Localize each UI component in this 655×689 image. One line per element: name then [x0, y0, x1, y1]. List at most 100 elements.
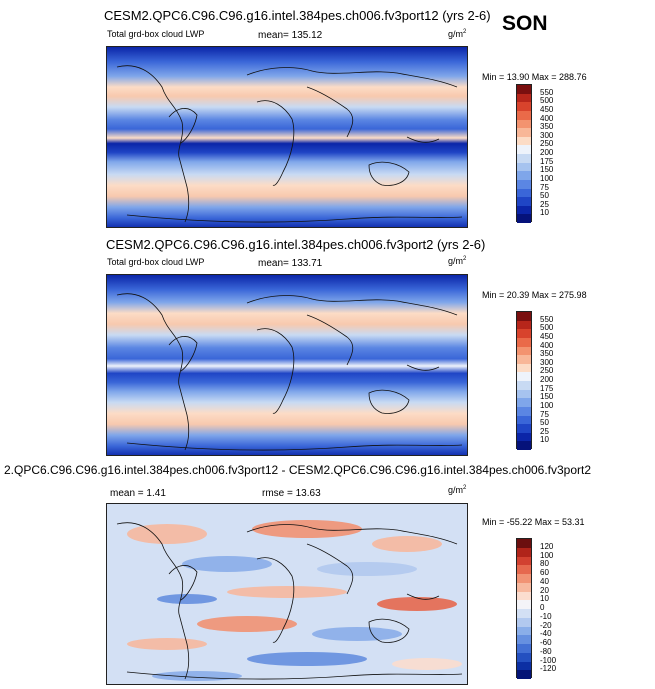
colorbar-label: 300 [540, 357, 554, 367]
colorbar-swatch [517, 539, 531, 548]
panel3-units: g/m2 [448, 485, 467, 495]
colorbar-label: 350 [540, 122, 554, 132]
colorbar-label: 400 [540, 340, 554, 350]
colorbar-label: 0 [540, 603, 545, 612]
panel1-variable: Total grd-box cloud LWP [107, 29, 205, 39]
colorbar-swatch [517, 652, 531, 662]
panel1-colorbar [516, 84, 532, 223]
colorbar-label: 10 [540, 435, 549, 445]
colorbar-label: 550 [540, 314, 554, 324]
colorbar-swatch [517, 626, 531, 636]
panel2-min-max: Min = 20.39 Max = 275.98 [482, 290, 587, 300]
colorbar-swatch [517, 432, 531, 442]
colorbar-label: -120 [540, 664, 557, 674]
colorbar-swatch [517, 644, 531, 653]
colorbar-swatch [517, 110, 531, 120]
colorbar-label: 80 [540, 559, 549, 569]
colorbar-label: 100 [540, 400, 554, 410]
panel3-mean: mean = 1.41 [110, 488, 166, 499]
colorbar-label: 25 [540, 426, 549, 436]
colorbar-swatch [517, 346, 531, 356]
panel3-colorbar [516, 538, 532, 679]
colorbar-label: 200 [540, 148, 554, 157]
colorbar-label: 500 [540, 323, 554, 333]
colorbar-swatch [517, 85, 531, 94]
panel2-contour-plot [107, 275, 467, 455]
colorbar-label: -10 [540, 611, 552, 621]
colorbar-label: 75 [540, 182, 549, 192]
colorbar-label: -60 [540, 638, 552, 647]
colorbar-label: 75 [540, 409, 549, 419]
colorbar-swatch [517, 582, 531, 592]
panel2-colorbar [516, 311, 532, 450]
colorbar-swatch [517, 565, 531, 574]
colorbar-label: 400 [540, 113, 554, 123]
colorbar-swatch [517, 171, 531, 180]
colorbar-label: -20 [540, 620, 552, 630]
colorbar-swatch [517, 145, 531, 154]
colorbar-label: 25 [540, 199, 549, 209]
colorbar-label: 40 [540, 576, 549, 586]
colorbar-label: 500 [540, 96, 554, 106]
colorbar-label: 10 [540, 208, 549, 218]
colorbar-label: 175 [540, 383, 554, 393]
colorbar-swatch [517, 320, 531, 330]
panel3-anomaly-patches [127, 520, 462, 681]
panel2-variable: Total grd-box cloud LWP [107, 257, 205, 267]
colorbar-swatch [517, 617, 531, 627]
colorbar-swatch [517, 179, 531, 189]
season-label: SON [502, 12, 548, 35]
colorbar-label: 150 [540, 392, 554, 402]
colorbar-swatch [517, 214, 531, 223]
colorbar-swatch [517, 547, 531, 557]
colorbar-label: 450 [540, 331, 554, 341]
colorbar-swatch [517, 102, 531, 111]
colorbar-swatch [517, 661, 531, 671]
colorbar-label: 20 [540, 585, 549, 595]
colorbar-swatch [517, 205, 531, 215]
colorbar-swatch [517, 574, 531, 583]
colorbar-swatch [517, 337, 531, 347]
colorbar-label: -80 [540, 646, 552, 656]
colorbar-swatch [517, 363, 531, 373]
colorbar-swatch [517, 93, 531, 103]
colorbar-label: 150 [540, 165, 554, 175]
colorbar-swatch [517, 600, 531, 609]
panel2-units: g/m2 [448, 256, 467, 266]
colorbar-swatch [517, 389, 531, 399]
panel1-mean: mean= 135.12 [258, 30, 323, 41]
colorbar-swatch [517, 119, 531, 129]
colorbar-label: -100 [540, 655, 557, 665]
panel3-rmse: rmse = 13.63 [262, 488, 321, 499]
colorbar-label: 300 [540, 130, 554, 140]
colorbar-swatch [517, 355, 531, 364]
colorbar-swatch [517, 415, 531, 425]
colorbar-swatch [517, 670, 531, 679]
colorbar-swatch [517, 441, 531, 450]
colorbar-swatch [517, 591, 531, 601]
panel2-coastlines [116, 293, 463, 451]
colorbar-label: 250 [540, 139, 554, 149]
colorbar-label: 450 [540, 104, 554, 114]
colorbar-swatch [517, 381, 531, 390]
colorbar-swatch [517, 197, 531, 206]
panel3-contour-plot [107, 504, 467, 684]
colorbar-label: 100 [540, 173, 554, 183]
colorbar-label: 175 [540, 156, 554, 166]
colorbar-swatch [517, 312, 531, 321]
panel2-title: CESM2.QPC6.C96.C96.g16.intel.384pes.ch00… [106, 237, 486, 252]
panel2-mean: mean= 133.71 [258, 258, 323, 269]
colorbar-swatch [517, 556, 531, 566]
colorbar-swatch [517, 609, 531, 618]
colorbar-swatch [517, 372, 531, 381]
panel1-coastlines [116, 65, 463, 223]
colorbar-swatch [517, 128, 531, 137]
colorbar-label: 60 [540, 568, 549, 577]
colorbar-swatch [517, 635, 531, 644]
panel3-min-max: Min = -55.22 Max = 53.31 [482, 517, 585, 527]
colorbar-label: 100 [540, 550, 554, 560]
colorbar-swatch [517, 188, 531, 198]
panel2-map [106, 274, 468, 456]
colorbar-label: 350 [540, 349, 554, 359]
colorbar-label: 50 [540, 418, 549, 428]
